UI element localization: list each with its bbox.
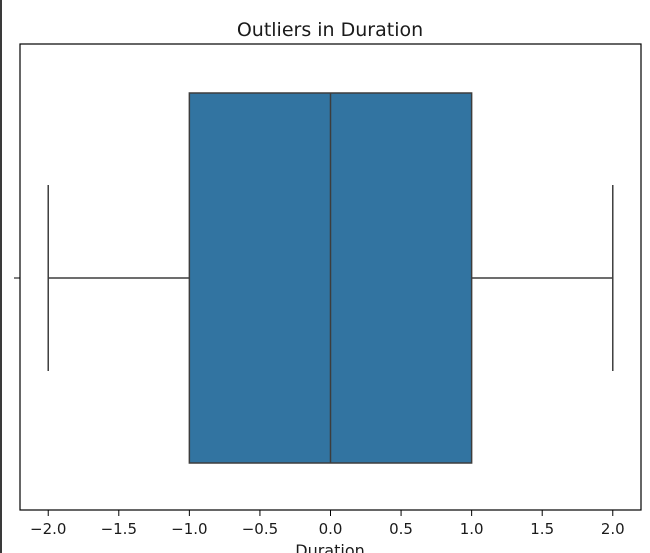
x-tick-label: 1.0 xyxy=(460,520,484,538)
x-tick-label: 1.5 xyxy=(530,520,554,538)
x-tick-label: −1.0 xyxy=(171,520,207,538)
x-axis-label: Duration xyxy=(295,541,365,553)
notebook-cell-border xyxy=(0,0,2,553)
x-tick-label: 0.0 xyxy=(319,520,343,538)
chart-title: Outliers in Duration xyxy=(237,19,423,41)
x-tick-label: 0.5 xyxy=(389,520,413,538)
x-tick-label: 2.0 xyxy=(601,520,625,538)
x-tick-label: −2.0 xyxy=(30,520,66,538)
x-tick-label: −0.5 xyxy=(242,520,278,538)
x-axis: −2.0 −1.5 −1.0 −0.5 0.0 0.5 1.0 1.5 2.0 xyxy=(30,510,625,538)
x-tick-label: −1.5 xyxy=(101,520,137,538)
box-plot-marks xyxy=(47,92,614,464)
